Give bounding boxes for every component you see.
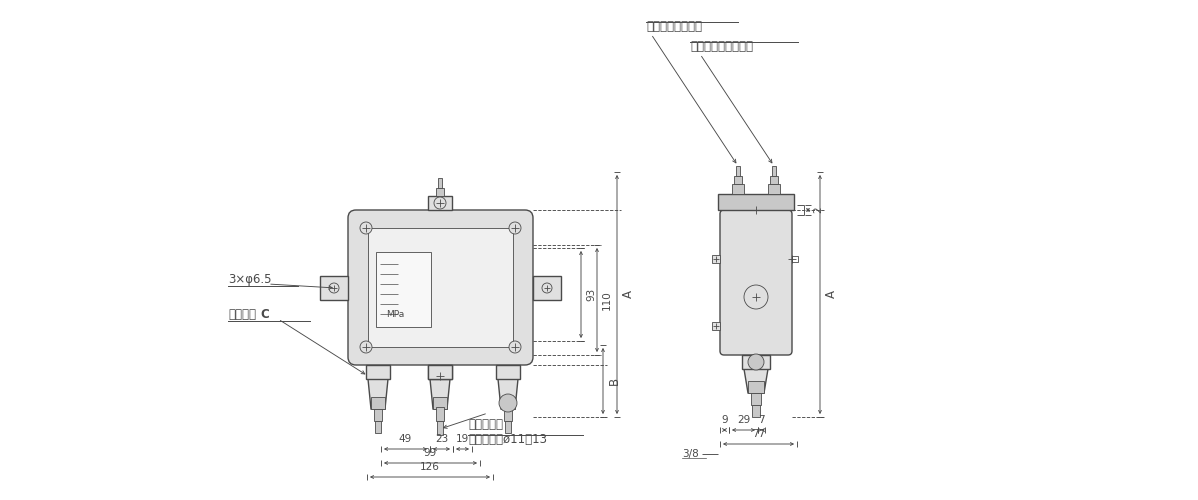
Bar	[428, 365, 452, 379]
Bar	[533, 276, 561, 300]
Circle shape	[434, 366, 446, 378]
Bar	[742, 355, 770, 369]
Bar	[437, 421, 443, 435]
Bar	[770, 176, 778, 184]
Text: 電線取出口: 電線取出口	[468, 418, 503, 431]
Text: 9: 9	[721, 415, 728, 425]
Bar	[718, 194, 794, 210]
Text: 六角対辺: 六角対辺	[228, 308, 256, 322]
Polygon shape	[498, 379, 518, 409]
Bar	[371, 397, 385, 409]
Text: 126: 126	[420, 462, 440, 472]
Text: C: C	[260, 308, 268, 322]
Circle shape	[434, 197, 446, 209]
Bar	[732, 184, 744, 194]
Bar	[432, 397, 447, 409]
Text: 適合電線径ø11〜13: 適合電線径ø11〜13	[468, 433, 547, 446]
Text: MPa: MPa	[386, 310, 404, 319]
Circle shape	[748, 354, 764, 370]
Bar	[436, 188, 444, 196]
Text: 7: 7	[758, 415, 764, 425]
Text: 49: 49	[399, 434, 412, 444]
Text: 19: 19	[456, 434, 470, 444]
Bar	[734, 176, 742, 184]
Bar	[506, 421, 512, 433]
Circle shape	[500, 394, 518, 412]
Text: 設定圧力調整ボルト: 設定圧力調整ボルト	[690, 40, 754, 53]
Circle shape	[361, 341, 373, 353]
Bar	[320, 276, 347, 300]
Text: A: A	[825, 290, 837, 298]
Text: A: A	[622, 290, 635, 298]
Bar	[768, 184, 780, 194]
FancyBboxPatch shape	[720, 210, 792, 355]
Polygon shape	[430, 379, 450, 409]
Bar	[436, 407, 444, 421]
Polygon shape	[744, 369, 768, 393]
Bar	[712, 255, 720, 263]
Text: 29: 29	[737, 415, 750, 425]
Text: 応差調整用ボルト: 応差調整用ボルト	[646, 20, 702, 33]
Bar	[772, 166, 776, 176]
Circle shape	[361, 222, 373, 234]
Polygon shape	[368, 379, 388, 409]
Text: 99: 99	[424, 448, 437, 458]
Bar	[367, 365, 391, 379]
Bar	[438, 178, 442, 188]
Text: 93: 93	[586, 288, 595, 301]
Text: 110: 110	[603, 290, 612, 310]
Circle shape	[509, 222, 521, 234]
Bar	[504, 409, 512, 421]
Bar	[375, 421, 381, 433]
Bar	[496, 365, 520, 379]
Bar	[792, 256, 798, 262]
Text: 23: 23	[435, 434, 448, 444]
Text: 77: 77	[752, 429, 766, 439]
Bar	[376, 252, 431, 327]
Bar	[752, 405, 760, 417]
Bar	[748, 381, 764, 393]
Text: B: B	[609, 377, 621, 385]
Bar	[712, 322, 720, 330]
Bar	[368, 228, 513, 347]
FancyBboxPatch shape	[347, 210, 533, 365]
Bar	[736, 166, 740, 176]
Text: 2: 2	[813, 206, 823, 214]
Bar	[428, 196, 452, 210]
Bar	[751, 393, 761, 405]
Bar	[428, 365, 452, 379]
Bar	[374, 409, 382, 421]
Circle shape	[509, 341, 521, 353]
Bar	[501, 397, 515, 409]
Text: 3×φ6.5: 3×φ6.5	[228, 274, 272, 286]
Text: 3/8: 3/8	[682, 449, 698, 459]
